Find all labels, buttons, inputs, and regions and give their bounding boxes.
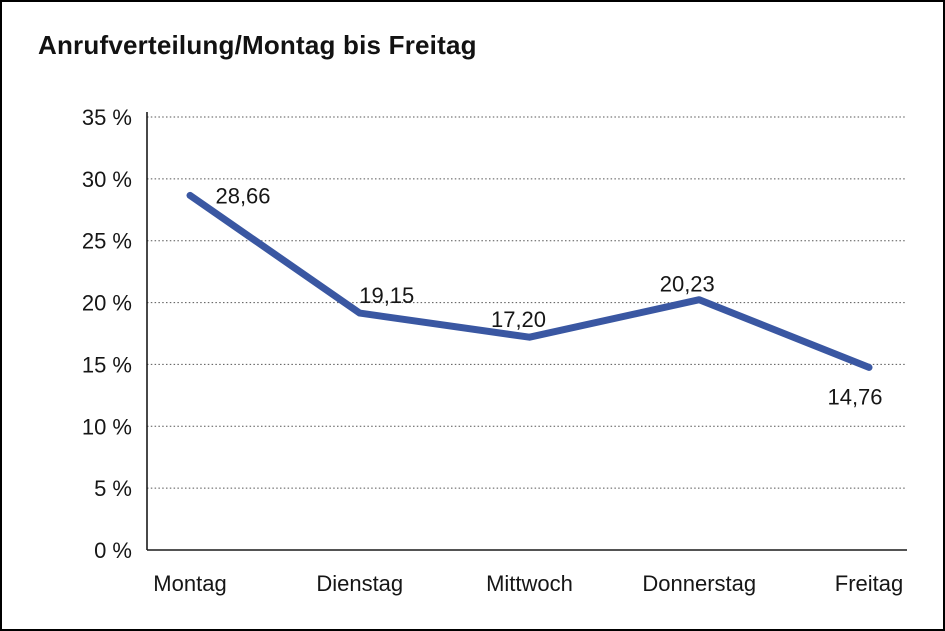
point-labels: 28,66 19,15 17,20 20,23 14,76 xyxy=(215,183,882,409)
y-tick-label: 15 % xyxy=(82,352,132,377)
y-tick-label: 30 % xyxy=(82,167,132,192)
y-tick-label: 10 % xyxy=(82,414,132,439)
y-tick-labels: 0 % 5 % 10 % 15 % 20 % 25 % 30 % 35 % xyxy=(82,105,132,563)
x-axis-label: Dienstag xyxy=(316,571,403,596)
data-point-label: 20,23 xyxy=(660,272,715,297)
y-tick-label: 5 % xyxy=(94,476,132,501)
chart-title: Anrufverteilung/Montag bis Freitag xyxy=(38,30,477,60)
gridlines xyxy=(147,116,907,489)
data-point-label: 17,20 xyxy=(491,307,546,332)
x-axis-labels: Montag Dienstag Mittwoch Donnerstag Freitag xyxy=(153,571,903,596)
y-tick-label: 25 % xyxy=(82,229,132,254)
series-line xyxy=(186,191,873,371)
x-axis-label: Mittwoch xyxy=(486,571,573,596)
x-axis-label: Montag xyxy=(153,571,226,596)
x-axis-label: Freitag xyxy=(835,571,903,596)
y-tick-label: 35 % xyxy=(82,105,132,130)
y-tick-label: 0 % xyxy=(94,538,132,563)
data-point-label: 14,76 xyxy=(827,384,882,409)
y-tick-label: 20 % xyxy=(82,291,132,316)
data-point-label: 19,15 xyxy=(359,283,414,308)
x-axis-label: Donnerstag xyxy=(642,571,756,596)
data-point-label: 28,66 xyxy=(215,183,270,208)
